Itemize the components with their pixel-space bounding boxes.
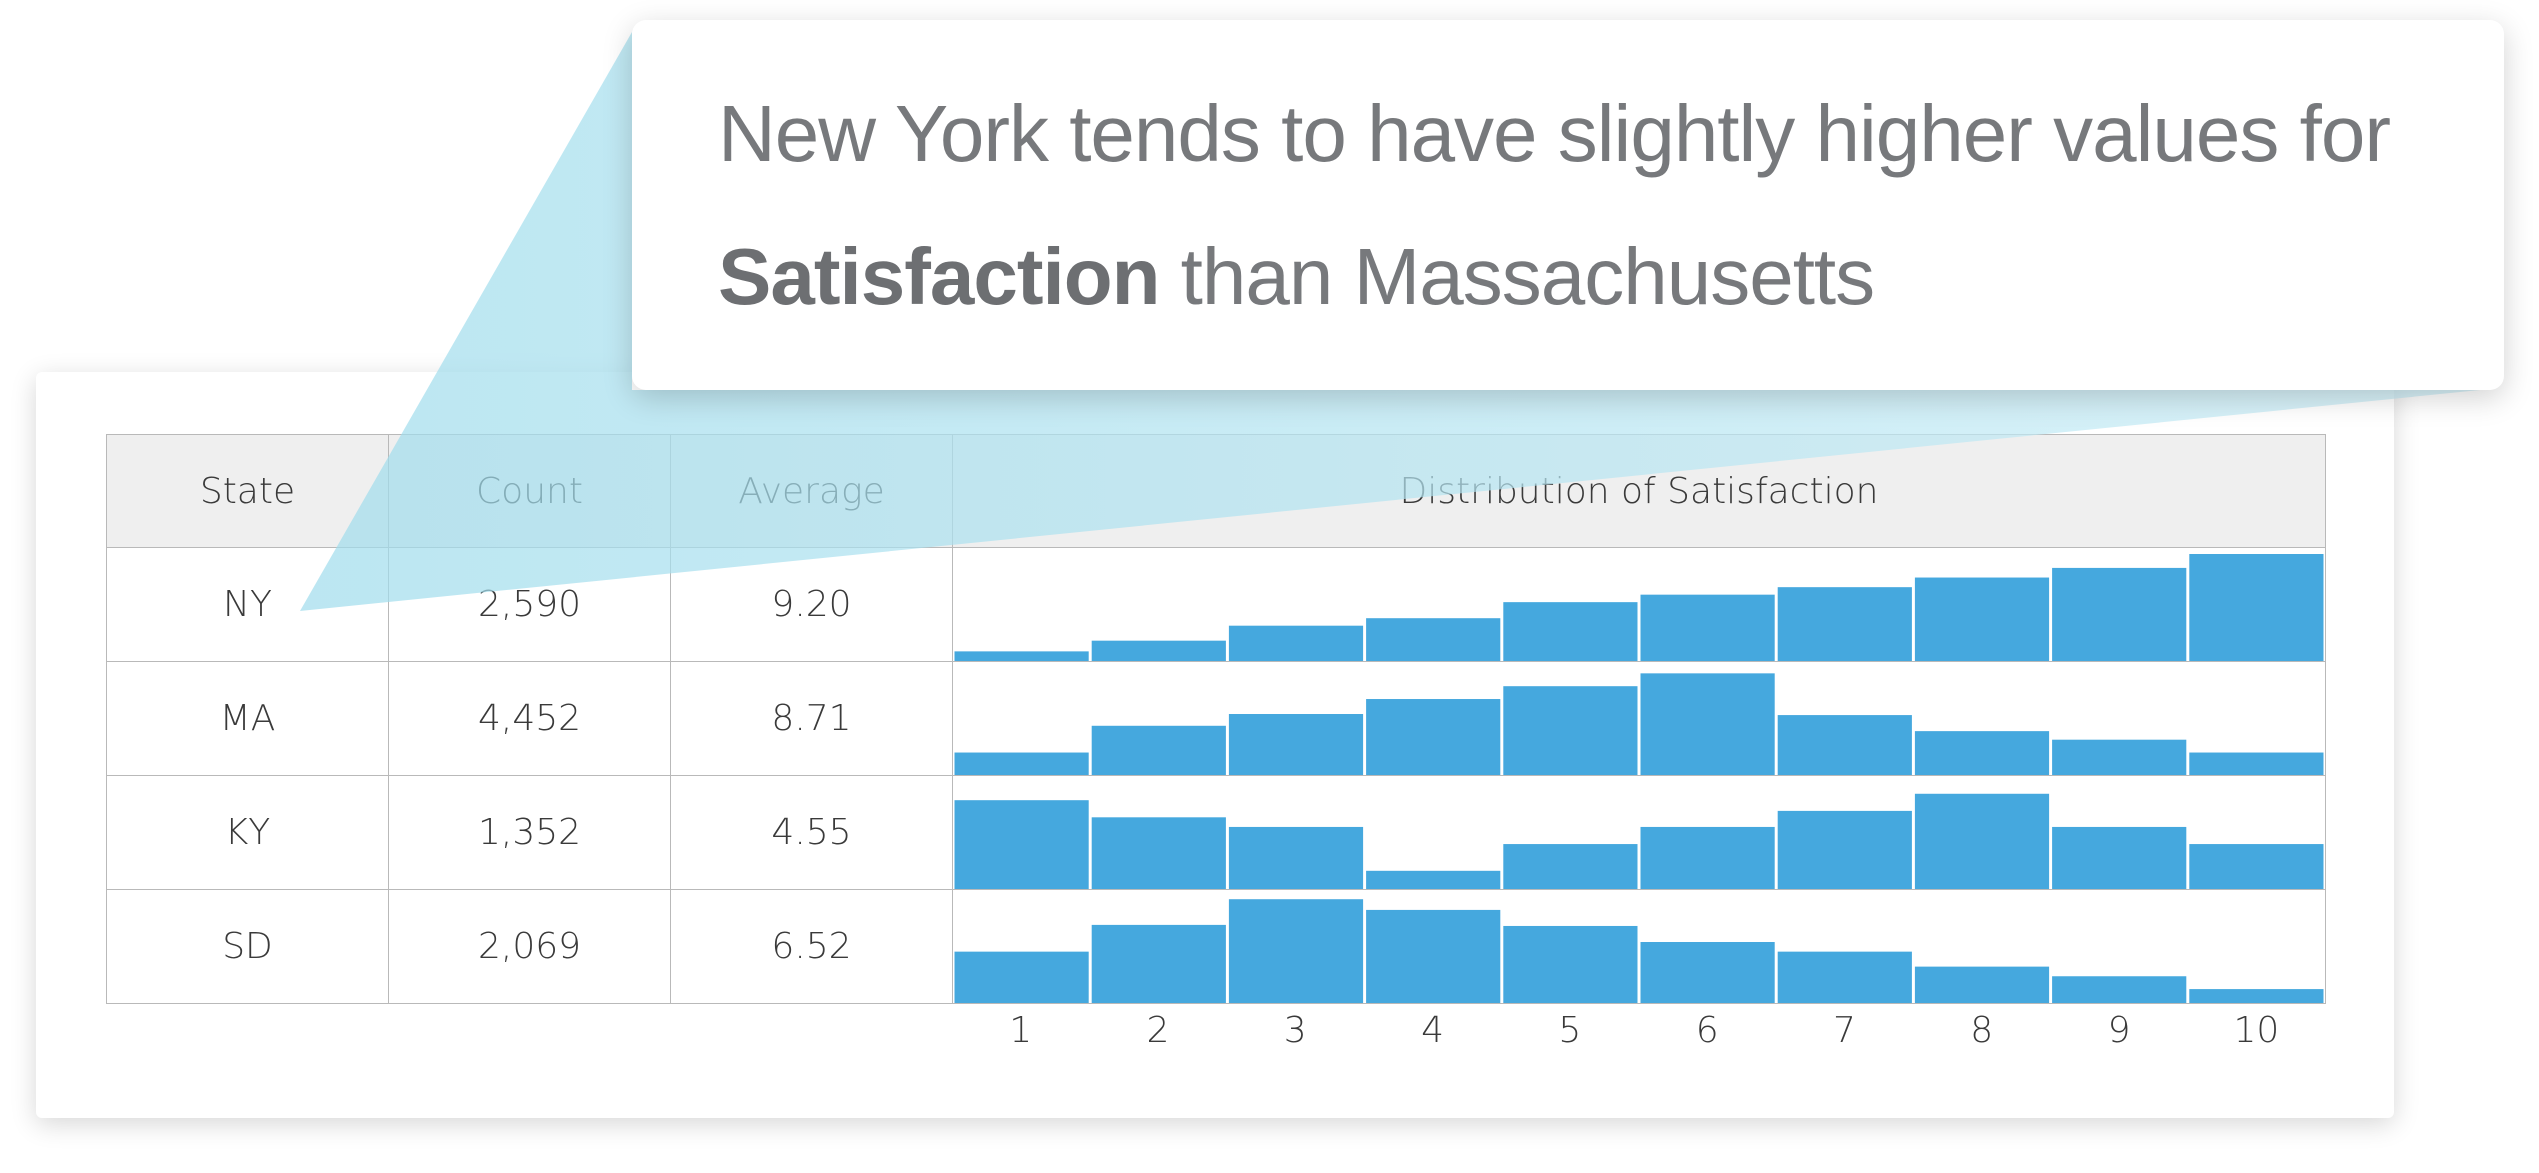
table-row: NY 2,590 9.20 bbox=[106, 547, 2326, 662]
x-tick-label: 6 bbox=[1695, 1010, 1719, 1051]
state-cell: MA bbox=[106, 661, 389, 776]
bar-ny-2 bbox=[1091, 640, 1226, 661]
bar-sd-7 bbox=[1777, 951, 1912, 1003]
histogram-cell bbox=[952, 775, 2326, 890]
bar-sd-5 bbox=[1503, 925, 1638, 1003]
count-header: Count bbox=[388, 434, 671, 548]
bar-ma-9 bbox=[2052, 739, 2187, 775]
bar-sd-3 bbox=[1228, 899, 1364, 1003]
average-cell: 9.20 bbox=[670, 547, 953, 662]
bar-ny-6 bbox=[1640, 594, 1775, 661]
histogram-sd bbox=[954, 899, 2324, 1003]
bar-ny-9 bbox=[2052, 567, 2187, 661]
x-tick-label: 4 bbox=[1421, 1010, 1444, 1051]
bar-ny-7 bbox=[1777, 587, 1912, 661]
bar-ny-8 bbox=[1914, 577, 2050, 661]
state-header: State bbox=[106, 434, 389, 548]
insight-callout: New York tends to have slightly higher v… bbox=[632, 20, 2504, 390]
insight-text: New York tends to have slightly higher v… bbox=[718, 62, 2478, 348]
state-cell: NY bbox=[106, 547, 389, 662]
bar-ma-5 bbox=[1503, 686, 1638, 775]
bar-ny-3 bbox=[1228, 625, 1364, 661]
count-cell: 4,452 bbox=[388, 661, 671, 776]
bar-ky-1 bbox=[954, 800, 1089, 889]
bar-ky-7 bbox=[1777, 810, 1912, 889]
bar-ma-3 bbox=[1228, 714, 1364, 775]
bar-ny-4 bbox=[1366, 618, 1501, 661]
average-cell: 4.55 bbox=[670, 775, 953, 890]
bar-sd-8 bbox=[1914, 966, 2050, 1003]
x-tick-label: 5 bbox=[1558, 1010, 1582, 1051]
distribution-header: Distribution of Satisfaction bbox=[952, 434, 2326, 548]
state-cell: KY bbox=[106, 775, 389, 890]
x-tick-label: 10 bbox=[2233, 1010, 2280, 1051]
bar-ma-2 bbox=[1091, 725, 1226, 775]
x-tick-label: 3 bbox=[1283, 1010, 1307, 1051]
bar-ma-8 bbox=[1914, 731, 2050, 775]
bar-ky-5 bbox=[1503, 844, 1638, 889]
x-tick-label: 1 bbox=[1009, 1010, 1033, 1051]
count-cell: 2,069 bbox=[388, 889, 671, 1004]
x-tick-label: 9 bbox=[2107, 1010, 2131, 1051]
bar-ma-4 bbox=[1366, 699, 1501, 775]
histogram-cell bbox=[952, 547, 2326, 662]
histogram-cell bbox=[952, 889, 2326, 1004]
histogram-cell bbox=[952, 661, 2326, 776]
average-cell: 6.52 bbox=[670, 889, 953, 1004]
table-row: KY 1,352 4.55 bbox=[106, 775, 2326, 890]
x-tick-label: 7 bbox=[1832, 1010, 1856, 1051]
state-cell: SD bbox=[106, 889, 389, 1004]
bar-ny-5 bbox=[1503, 602, 1638, 661]
bar-ky-3 bbox=[1228, 826, 1364, 889]
insight-suffix: than Massachusetts bbox=[1180, 232, 1875, 321]
average-cell: 8.71 bbox=[670, 661, 953, 776]
bar-sd-9 bbox=[2052, 976, 2187, 1003]
x-tick-label: 2 bbox=[1146, 1010, 1170, 1051]
x-tick-label: 8 bbox=[1970, 1010, 1994, 1051]
bar-ma-6 bbox=[1640, 673, 1775, 775]
insight-prefix: New York tends to have slightly higher v… bbox=[718, 89, 2391, 178]
average-header: Average bbox=[670, 434, 953, 548]
bar-ky-10 bbox=[2189, 844, 2324, 889]
bar-ny-10 bbox=[2189, 554, 2324, 661]
bar-ma-7 bbox=[1777, 715, 1912, 775]
bar-ky-2 bbox=[1091, 817, 1226, 889]
table-row: MA 4,452 8.71 bbox=[106, 661, 2326, 776]
count-cell: 1,352 bbox=[388, 775, 671, 890]
header-row: State Count Average Distribution of Sati… bbox=[106, 434, 2326, 548]
bar-ny-1 bbox=[954, 651, 1089, 661]
table-row: SD 2,069 6.52 bbox=[106, 889, 2326, 1004]
bar-ma-1 bbox=[954, 752, 1089, 775]
bar-sd-4 bbox=[1366, 909, 1501, 1003]
histogram-ma bbox=[954, 673, 2324, 775]
bar-ma-10 bbox=[2189, 752, 2324, 775]
bar-sd-1 bbox=[954, 951, 1089, 1003]
bar-ky-8 bbox=[1914, 793, 2050, 889]
insight-emphasis: Satisfaction bbox=[718, 232, 1160, 321]
count-cell: 2,590 bbox=[388, 547, 671, 662]
x-axis-tick-labels: 1 2 3 4 5 6 7 8 9 10 bbox=[952, 1004, 2325, 1064]
bar-sd-2 bbox=[1091, 924, 1226, 1003]
bar-ky-4 bbox=[1366, 870, 1501, 889]
bar-sd-10 bbox=[2189, 989, 2324, 1003]
histogram-ny bbox=[954, 554, 2324, 661]
histogram-ky bbox=[954, 793, 2324, 889]
bar-sd-6 bbox=[1640, 942, 1775, 1003]
distribution-table: State Count Average Distribution of Sati… bbox=[106, 434, 2326, 1004]
bar-ky-9 bbox=[2052, 826, 2187, 889]
bar-ky-6 bbox=[1640, 826, 1775, 889]
